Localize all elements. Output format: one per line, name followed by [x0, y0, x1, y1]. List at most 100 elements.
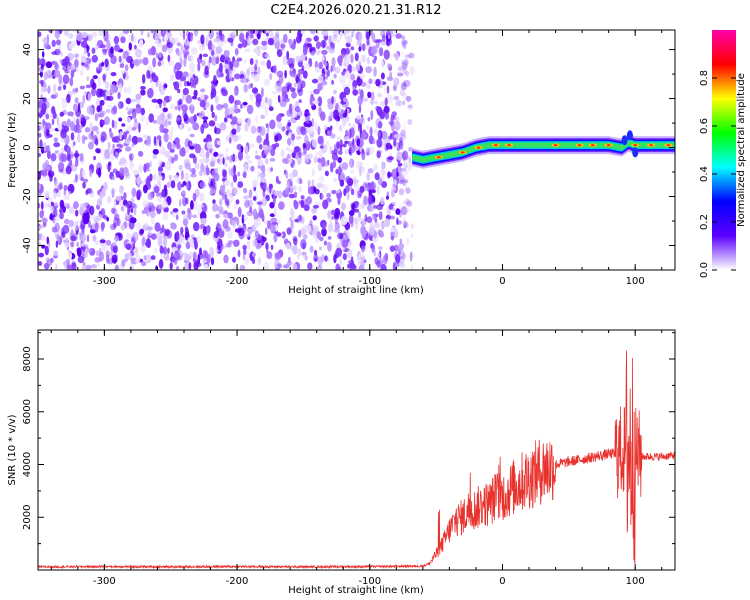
- noise-speckle: [286, 227, 292, 235]
- noise-speckle: [264, 227, 268, 235]
- noise-speckle: [328, 48, 335, 54]
- noise-speckle: [380, 72, 385, 80]
- noise-speckle: [52, 110, 57, 120]
- spectrogram-x-label: Height of straight line (km): [288, 285, 424, 296]
- noise-speckle: [402, 178, 406, 186]
- noise-speckle: [134, 253, 141, 264]
- noise-speckle: [222, 103, 229, 109]
- noise-speckle: [371, 189, 377, 194]
- noise-speckle: [135, 48, 142, 58]
- noise-speckle: [330, 111, 334, 119]
- noise-speckle: [349, 127, 355, 138]
- noise-speckle: [403, 179, 409, 184]
- noise-speckle: [161, 188, 167, 198]
- noise-speckle: [400, 129, 406, 137]
- noise-speckle: [112, 241, 117, 247]
- noise-speckle: [152, 153, 157, 160]
- noise-speckle: [143, 163, 147, 173]
- noise-speckle: [79, 242, 85, 247]
- noise-speckle: [314, 249, 317, 256]
- noise-speckle: [99, 191, 104, 200]
- noise-speckle: [274, 190, 281, 197]
- noise-speckle: [384, 218, 391, 228]
- noise-speckle: [198, 170, 203, 177]
- noise-speckle: [363, 259, 367, 263]
- noise-speckle: [40, 86, 44, 96]
- noise-speckle: [407, 105, 413, 111]
- noise-speckle: [180, 226, 184, 235]
- noise-speckle: [290, 43, 296, 50]
- noise-speckle: [405, 239, 410, 244]
- noise-speckle: [401, 60, 408, 70]
- noise-speckle: [373, 205, 378, 209]
- noise-speckle: [403, 164, 410, 174]
- noise-speckle: [356, 255, 361, 265]
- noise-speckle: [167, 120, 172, 126]
- noise-speckle: [86, 248, 93, 253]
- noise-speckle: [352, 89, 359, 96]
- noise-speckle: [269, 73, 273, 81]
- noise-speckle: [402, 92, 408, 100]
- noise-speckle: [361, 245, 366, 253]
- noise-speckle: [88, 132, 94, 140]
- noise-speckle: [96, 261, 100, 268]
- noise-speckle: [169, 95, 172, 102]
- noise-speckle: [222, 157, 225, 165]
- noise-speckle: [137, 150, 144, 157]
- noise-speckle: [200, 93, 205, 100]
- noise-speckle: [400, 138, 405, 144]
- noise-speckle: [97, 214, 103, 221]
- noise-speckle: [131, 142, 135, 148]
- noise-speckle: [290, 133, 295, 141]
- noise-speckle: [209, 161, 215, 167]
- noise-speckle: [290, 219, 294, 230]
- noise-speckle: [191, 47, 198, 55]
- noise-speckle: [63, 189, 67, 197]
- noise-speckle: [58, 161, 65, 172]
- noise-speckle: [190, 107, 194, 113]
- noise-speckle: [189, 133, 195, 138]
- noise-speckle: [161, 200, 169, 209]
- noise-speckle: [174, 62, 182, 71]
- noise-speckle: [402, 161, 409, 169]
- noise-speckle: [376, 39, 383, 43]
- noise-speckle: [163, 132, 169, 143]
- noise-speckle: [321, 55, 325, 61]
- noise-speckle: [63, 194, 70, 201]
- noise-speckle: [358, 252, 365, 259]
- noise-speckle: [370, 99, 374, 106]
- noise-speckle: [214, 114, 218, 122]
- noise-speckle: [159, 124, 165, 133]
- noise-speckle: [322, 199, 329, 210]
- noise-speckle: [410, 233, 414, 238]
- noise-speckle: [74, 53, 79, 59]
- noise-speckle: [71, 262, 77, 270]
- noise-speckle: [179, 198, 182, 208]
- noise-speckle: [139, 38, 144, 48]
- noise-speckle: [113, 199, 116, 210]
- noise-speckle: [231, 30, 238, 36]
- noise-speckle: [184, 51, 190, 56]
- noise-speckle: [41, 51, 45, 58]
- noise-speckle: [134, 118, 138, 123]
- noise-speckle: [175, 214, 179, 221]
- noise-speckle: [258, 205, 262, 212]
- noise-speckle: [77, 102, 81, 113]
- noise-speckle: [185, 181, 189, 190]
- noise-speckle: [202, 116, 209, 121]
- noise-speckle: [81, 134, 86, 145]
- snr-y-tick-label: 6000: [22, 399, 33, 424]
- noise-speckle: [398, 140, 404, 150]
- noise-speckle: [124, 146, 132, 152]
- noise-speckle: [246, 104, 254, 115]
- noise-speckle: [293, 200, 299, 210]
- noise-speckle: [331, 152, 338, 161]
- noise-speckle: [234, 99, 241, 106]
- noise-speckle: [355, 63, 359, 71]
- noise-speckle: [205, 150, 210, 159]
- track-bump: [626, 130, 633, 141]
- noise-speckle: [242, 101, 248, 106]
- noise-speckle: [340, 173, 346, 182]
- noise-speckle: [206, 141, 213, 150]
- noise-speckle: [124, 172, 131, 180]
